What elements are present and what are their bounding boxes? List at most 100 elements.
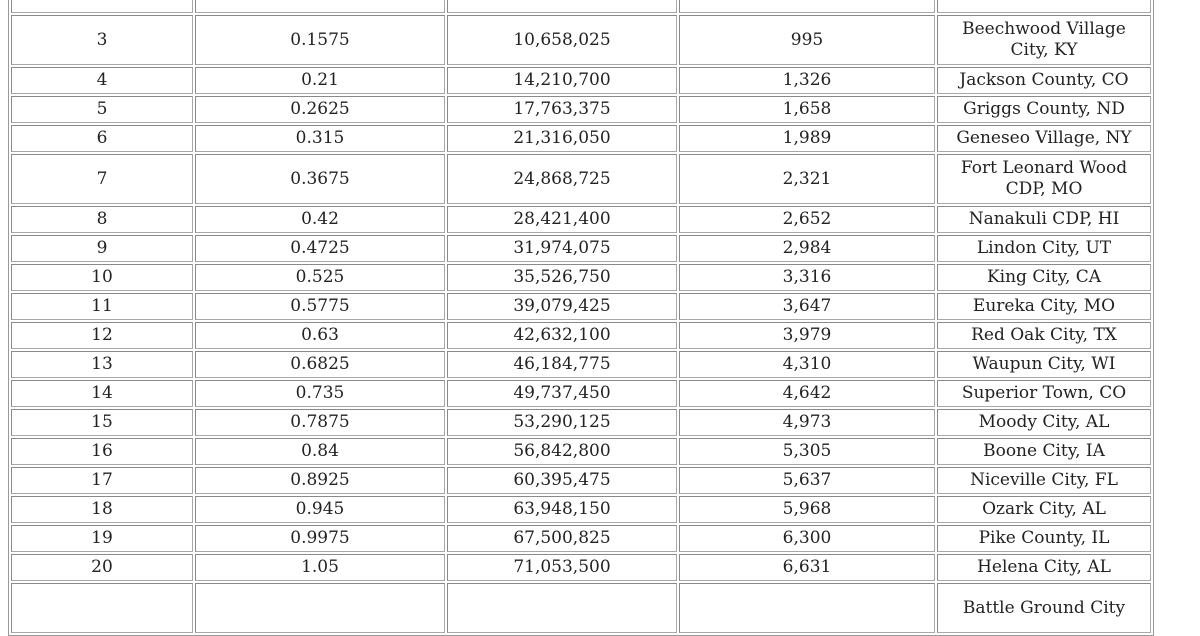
ratio-cell: 0.1575 — [195, 15, 445, 65]
count-cell: 1,989 — [679, 125, 935, 152]
rank-cell: 8 — [11, 206, 193, 233]
count-cell: 4,310 — [679, 351, 935, 378]
ratio-cell: 0.4725 — [195, 235, 445, 262]
ratio-cell: 0.21 — [195, 67, 445, 94]
table-row: 7 0.3675 24,868,725 2,321 Fort Leonard Wood … — [11, 154, 1151, 204]
table-row: 3 0.1575 10,658,025 995 Beechwood Village Ci… — [11, 15, 1151, 65]
place-cell: King City, CA — [937, 264, 1151, 291]
table-row: 8 0.42 28,421,400 2,652 Nanakuli CDP, HI — [11, 206, 1151, 233]
place-cell: Ozark City, AL — [937, 496, 1151, 523]
table-row: 20 1.05 71,053,500 6,631 Helena City, AL — [11, 554, 1151, 581]
count-cell: 6,300 — [679, 525, 935, 552]
table-row: 9 0.4725 31,974,075 2,984 Lindon City, UT — [11, 235, 1151, 262]
ratio-cell: 0.84 — [195, 438, 445, 465]
place-cell: Helena City, AL — [937, 554, 1151, 581]
rank-cell: 10 — [11, 264, 193, 291]
place-cell: Fort Leonard Wood CDP, MO — [937, 154, 1151, 204]
table-row: 6 0.315 21,316,050 1,989 Geneseo Village, NY — [11, 125, 1151, 152]
population-cell: 31,974,075 — [447, 235, 677, 262]
population-cell: 53,290,125 — [447, 409, 677, 436]
table-row: 17 0.8925 60,395,475 5,637 Niceville City, F… — [11, 467, 1151, 494]
population-cell — [447, 583, 677, 633]
data-table: Indianapolis, IN 30.157510,658,025995Beec… — [8, 0, 1154, 636]
count-cell: 3,316 — [679, 264, 935, 291]
ratio-cell: 0.945 — [195, 496, 445, 523]
place-cell: Waupun City, WI — [937, 351, 1151, 378]
rank-cell: 16 — [11, 438, 193, 465]
rank-cell: 18 — [11, 496, 193, 523]
ratio-cell: 1.05 — [195, 554, 445, 581]
place-cell: Superior Town, CO — [937, 380, 1151, 407]
table-row: Battle Ground City — [11, 583, 1151, 633]
count-cell: 1,326 — [679, 67, 935, 94]
population-cell: 17,763,375 — [447, 96, 677, 123]
population-cell: 56,842,800 — [447, 438, 677, 465]
population-cell: 21,316,050 — [447, 125, 677, 152]
table-row: 10 0.525 35,526,750 3,316 King City, CA — [11, 264, 1151, 291]
count-cell: 995 — [679, 15, 935, 65]
ratio-cell: 0.5775 — [195, 293, 445, 320]
population-cell: 10,658,025 — [447, 15, 677, 65]
table-row: 16 0.84 56,842,800 5,305 Boone City, IA — [11, 438, 1151, 465]
population-cell: 63,948,150 — [447, 496, 677, 523]
rank-cell: 6 — [11, 125, 193, 152]
rank-cell: 20 — [11, 554, 193, 581]
rank-cell: 7 — [11, 154, 193, 204]
population-cell: 39,079,425 — [447, 293, 677, 320]
ratio-cell — [195, 0, 445, 13]
population-cell — [447, 0, 677, 13]
place-cell: Beechwood Village City, KY — [937, 15, 1151, 65]
ratio-cell: 0.42 — [195, 206, 445, 233]
rank-cell — [11, 0, 193, 13]
place-cell: Geneseo Village, NY — [937, 125, 1151, 152]
table-row: 11 0.5775 39,079,425 3,647 Eureka City, MO — [11, 293, 1151, 320]
count-cell: 4,973 — [679, 409, 935, 436]
place-cell: Moody City, AL — [937, 409, 1151, 436]
place-cell: Griggs County, ND — [937, 96, 1151, 123]
table-row: 4 0.21 14,210,700 1,326 Jackson County, CO — [11, 67, 1151, 94]
table-row: 12 0.63 42,632,100 3,979 Red Oak City, TX — [11, 322, 1151, 349]
population-cell: 46,184,775 — [447, 351, 677, 378]
rank-cell: 3 — [11, 15, 193, 65]
ratio-cell: 0.315 — [195, 125, 445, 152]
ratio-cell: 0.6825 — [195, 351, 445, 378]
place-cell: Lindon City, UT — [937, 235, 1151, 262]
rank-cell: 12 — [11, 322, 193, 349]
ratio-cell: 0.8925 — [195, 467, 445, 494]
place-cell: Indianapolis, IN — [937, 0, 1151, 13]
ratio-cell: 0.63 — [195, 322, 445, 349]
table-row: Indianapolis, IN — [11, 0, 1151, 13]
population-cell: 24,868,725 — [447, 154, 677, 204]
table-row: 5 0.2625 17,763,375 1,658 Griggs County, ND — [11, 96, 1151, 123]
rank-cell: 17 — [11, 467, 193, 494]
count-cell: 5,637 — [679, 467, 935, 494]
rank-cell: 15 — [11, 409, 193, 436]
rank-cell: 5 — [11, 96, 193, 123]
count-cell: 5,305 — [679, 438, 935, 465]
ratio-cell: 0.3675 — [195, 154, 445, 204]
population-cell: 60,395,475 — [447, 467, 677, 494]
count-cell: 2,652 — [679, 206, 935, 233]
place-cell: Nanakuli CDP, HI — [937, 206, 1151, 233]
population-cell: 67,500,825 — [447, 525, 677, 552]
place-cell: Jackson County, CO — [937, 67, 1151, 94]
rank-cell: 11 — [11, 293, 193, 320]
count-cell — [679, 583, 935, 633]
population-cell: 35,526,750 — [447, 264, 677, 291]
population-cell: 28,421,400 — [447, 206, 677, 233]
rank-cell: 19 — [11, 525, 193, 552]
table-row: 19 0.9975 67,500,825 6,300 Pike County, IL — [11, 525, 1151, 552]
ratio-cell: 0.9975 — [195, 525, 445, 552]
place-cell: Boone City, IA — [937, 438, 1151, 465]
rank-cell: 4 — [11, 67, 193, 94]
rank-cell: 13 — [11, 351, 193, 378]
place-cell: Pike County, IL — [937, 525, 1151, 552]
ratio-cell — [195, 583, 445, 633]
count-cell: 6,631 — [679, 554, 935, 581]
table-row: 15 0.7875 53,290,125 4,973 Moody City, AL — [11, 409, 1151, 436]
rank-cell: 14 — [11, 380, 193, 407]
rank-cell — [11, 583, 193, 633]
rank-cell: 9 — [11, 235, 193, 262]
ratio-cell: 0.2625 — [195, 96, 445, 123]
count-cell: 3,647 — [679, 293, 935, 320]
